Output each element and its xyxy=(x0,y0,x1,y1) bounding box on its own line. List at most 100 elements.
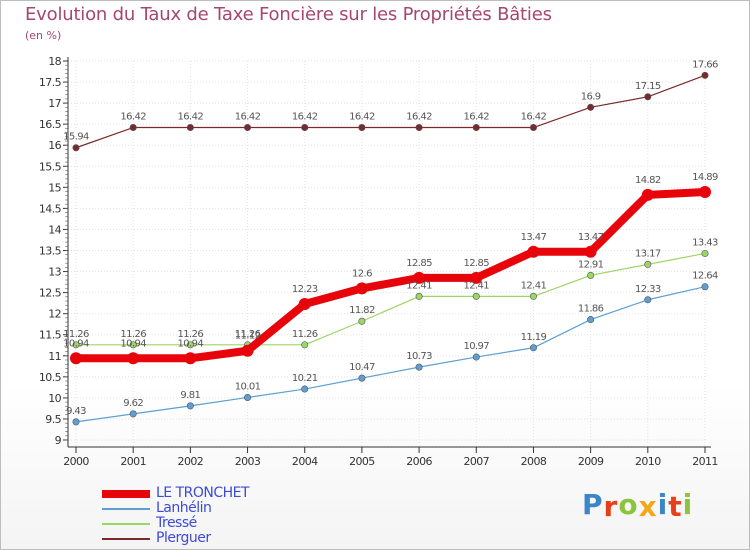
data-point xyxy=(298,297,311,310)
axes xyxy=(63,57,711,453)
data-point xyxy=(72,418,80,426)
y-axis-ticks: 9 9.5 10 10.5 11 11.5 12 12.5 13 13.5 14 14.5 15 15.5… xyxy=(39,55,62,447)
data-point xyxy=(415,292,423,300)
data-label: 9.62 xyxy=(123,398,143,409)
data-point xyxy=(470,271,483,284)
grid-lines xyxy=(68,60,706,447)
data-point xyxy=(584,245,597,258)
data-label: 16.42 xyxy=(463,112,489,123)
y-tick-label: 10.5 xyxy=(39,371,62,384)
y-tick-label: 13 xyxy=(48,266,61,279)
data-label: 12.6 xyxy=(352,268,372,279)
y-tick-label: 14 xyxy=(48,223,61,236)
data-point xyxy=(301,124,309,132)
data-point xyxy=(527,245,540,258)
data-labels: 15.94 16.42 16.42 16.42 16.42 16.42 16.42 16.42… xyxy=(63,59,718,417)
x-tick-label: 2007 xyxy=(463,455,489,468)
data-label: 12.85 xyxy=(406,258,432,269)
data-point xyxy=(415,363,423,371)
data-point xyxy=(529,292,537,300)
y-tick-label: 15.5 xyxy=(39,160,62,173)
x-tick-label: 2000 xyxy=(63,455,89,468)
data-point xyxy=(186,402,194,410)
data-label: 16.42 xyxy=(120,112,146,123)
x-tick-label: 2010 xyxy=(635,455,661,468)
y-tick-label: 16 xyxy=(48,139,61,152)
series-tress- xyxy=(72,249,709,349)
data-label: 9.81 xyxy=(180,390,200,401)
y-tick-label: 10 xyxy=(48,392,61,405)
legend: LE TRONCHET Lanhélin Tressé Plerguer xyxy=(102,485,250,546)
legend-item: Tressé xyxy=(102,516,249,531)
chart-title: Evolution du Taux de Taxe Foncière sur l… xyxy=(25,4,552,25)
y-tick-label: 9 xyxy=(55,434,62,447)
data-label: 16.42 xyxy=(292,112,318,123)
data-label: 12.23 xyxy=(292,284,318,295)
data-label: 11.26 xyxy=(63,329,89,340)
data-point xyxy=(472,353,480,361)
data-label: 12.41 xyxy=(463,280,489,291)
legend-item: LE TRONCHET xyxy=(102,485,250,501)
y-tick-label: 17 xyxy=(48,97,61,110)
data-point xyxy=(529,124,537,132)
data-point xyxy=(129,410,137,418)
data-label: 16.42 xyxy=(178,112,204,123)
data-point xyxy=(587,316,595,324)
series-line xyxy=(76,252,706,346)
x-tick-label: 2001 xyxy=(120,455,146,468)
series-plerguer xyxy=(72,71,709,152)
x-tick-label: 2006 xyxy=(406,455,432,468)
y-tick-label: 18 xyxy=(48,55,61,68)
data-label: 10.73 xyxy=(406,351,432,362)
data-label: 12.33 xyxy=(635,284,661,295)
data-label: 11.26 xyxy=(178,329,204,340)
data-label: 17.15 xyxy=(635,81,661,92)
data-label: 11.82 xyxy=(349,305,375,316)
data-point xyxy=(72,341,80,349)
data-label: 10.47 xyxy=(349,362,375,373)
data-point xyxy=(244,124,252,132)
data-point xyxy=(415,124,423,132)
y-tick-label: 17.5 xyxy=(39,76,62,89)
data-point xyxy=(184,352,197,365)
legend-label: Plerguer xyxy=(156,530,211,546)
legend-swatch xyxy=(102,507,150,510)
data-label: 12.91 xyxy=(578,259,604,270)
data-label: 10.01 xyxy=(235,381,261,392)
series-lines xyxy=(70,71,711,426)
data-label: 13.47 xyxy=(578,232,604,243)
y-tick-label: 14.5 xyxy=(39,202,62,215)
data-point xyxy=(529,344,537,352)
data-label: 16.9 xyxy=(581,91,601,102)
data-point xyxy=(241,344,254,357)
series-line xyxy=(75,286,706,423)
data-label: 16.42 xyxy=(521,112,547,123)
data-label: 12.85 xyxy=(463,258,489,269)
y-tick-label: 11.5 xyxy=(39,329,62,342)
y-tick-label: 15 xyxy=(48,181,61,194)
x-tick-label: 2003 xyxy=(235,455,261,468)
data-label: 17.66 xyxy=(692,59,718,70)
data-point xyxy=(644,296,652,304)
data-point xyxy=(358,374,366,382)
data-point xyxy=(644,93,652,101)
x-tick-label: 2008 xyxy=(521,455,547,468)
data-point xyxy=(358,317,366,325)
legend-item: Lanhélin xyxy=(102,501,249,516)
data-point xyxy=(301,341,309,349)
legend-label: LE TRONCHET xyxy=(156,485,250,501)
data-label: 14.82 xyxy=(635,175,661,186)
data-label: 13.43 xyxy=(692,237,718,248)
data-label: 12.41 xyxy=(406,280,432,291)
data-point xyxy=(72,144,80,152)
x-tick-label: 2009 xyxy=(578,455,604,468)
data-label: 10.94 xyxy=(178,338,204,349)
y-tick-label: 13.5 xyxy=(39,245,62,258)
data-label: 11.19 xyxy=(521,332,547,343)
data-point xyxy=(186,341,194,349)
data-label: 11.12 xyxy=(235,331,261,342)
y-tick-label: 9.5 xyxy=(45,413,61,426)
legend-item: Plerguer xyxy=(102,531,249,546)
x-tick-label: 2005 xyxy=(349,455,375,468)
